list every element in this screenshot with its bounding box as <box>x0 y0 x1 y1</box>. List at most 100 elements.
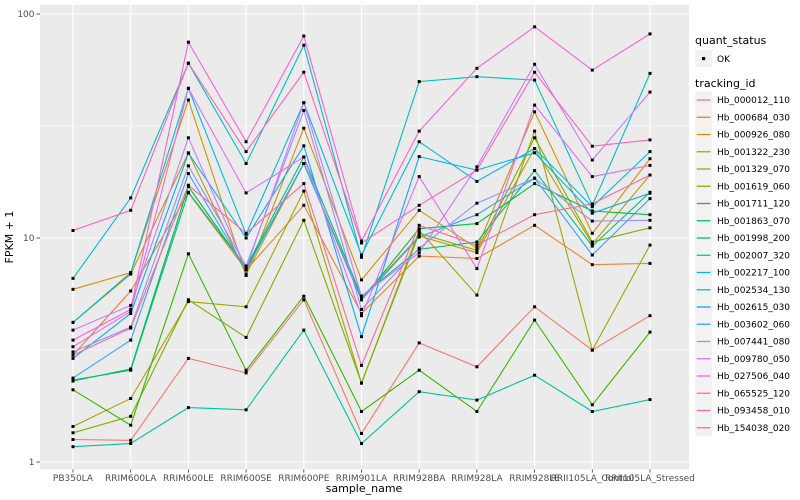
data-point <box>417 251 421 255</box>
data-point <box>360 314 363 318</box>
data-point <box>244 150 248 154</box>
data-point <box>302 70 306 74</box>
x-tick-label: RRIM928LA <box>451 474 503 484</box>
data-point <box>475 365 479 369</box>
data-point <box>186 86 190 90</box>
data-point <box>360 363 363 367</box>
data-point <box>533 147 537 150</box>
data-point <box>244 371 248 375</box>
data-point <box>71 350 75 354</box>
data-point <box>71 345 75 349</box>
legend-entry-label: Hb_027506_040 <box>717 372 790 382</box>
data-point <box>475 293 479 297</box>
data-point <box>648 226 652 230</box>
data-point <box>129 310 133 313</box>
data-point <box>302 43 306 47</box>
data-point <box>590 211 594 215</box>
y-tick-label: 10 <box>23 234 35 244</box>
data-point <box>475 66 479 70</box>
data-point <box>648 163 652 167</box>
data-point <box>417 341 421 345</box>
legend-entry-label: Hb_002615_030 <box>717 303 790 313</box>
legend-quant-ok-label: OK <box>717 55 731 65</box>
data-point <box>648 32 652 36</box>
legend-entry-label: Hb_002007_320 <box>717 251 790 261</box>
data-point <box>590 144 594 148</box>
legend-entry-label: Hb_065525_120 <box>717 389 790 399</box>
data-point <box>417 140 421 144</box>
data-point <box>475 251 479 255</box>
legend-entry-label: Hb_007441_080 <box>717 338 790 348</box>
data-point <box>590 209 594 213</box>
data-point <box>244 236 248 240</box>
legend-entry-label: Hb_154038_020 <box>717 424 790 434</box>
data-point <box>648 330 652 334</box>
data-point <box>417 390 421 394</box>
data-point <box>475 246 479 250</box>
legend-entry-label: Hb_003602_060 <box>717 320 790 330</box>
data-point <box>71 445 75 449</box>
data-point <box>302 203 306 207</box>
data-point <box>186 61 190 65</box>
data-point <box>475 240 479 244</box>
data-point <box>186 356 190 360</box>
data-point <box>475 75 479 79</box>
data-point <box>71 388 75 392</box>
data-point <box>590 202 594 206</box>
data-point <box>360 239 363 243</box>
legend-entry-label: Hb_002534_130 <box>717 286 790 296</box>
data-point <box>244 305 248 309</box>
data-point <box>417 175 421 179</box>
legend-entry-label: Hb_093458_010 <box>717 407 790 417</box>
data-point <box>360 381 363 385</box>
data-point <box>244 368 248 372</box>
data-point <box>533 176 537 180</box>
data-point <box>186 136 190 140</box>
legend-entries: Hb_000012_110 Hb_000684_030 Hb_000926_080 H… <box>695 91 790 437</box>
data-point <box>648 173 652 177</box>
data-point <box>71 376 75 380</box>
data-point <box>475 398 479 402</box>
data-point <box>186 40 190 44</box>
x-tick-label: PB350LA <box>53 474 94 484</box>
data-point <box>186 298 190 302</box>
data-point <box>648 261 652 265</box>
legend-entry-label: Hb_009780_050 <box>717 355 790 365</box>
data-point <box>417 368 421 372</box>
data-point <box>648 218 652 222</box>
data-point <box>590 205 594 209</box>
data-point <box>533 213 537 217</box>
data-point <box>302 189 306 193</box>
data-point <box>417 129 421 133</box>
data-point <box>360 241 363 245</box>
legend-entry-label: Hb_001322_230 <box>717 148 790 158</box>
data-point <box>417 223 421 227</box>
data-point <box>71 338 75 342</box>
data-point <box>648 150 652 154</box>
data-point <box>360 298 363 302</box>
data-point <box>417 203 421 207</box>
data-point <box>71 328 75 332</box>
legend-entry-label: Hb_000012_110 <box>717 96 790 106</box>
data-point <box>71 320 75 324</box>
x-tick-label: RRIM600PE <box>278 474 330 484</box>
data-point <box>475 168 479 172</box>
data-point <box>71 438 75 441</box>
data-point <box>360 335 363 339</box>
x-tick-label: RRIM901LA <box>336 474 388 484</box>
data-point <box>648 398 652 402</box>
data-point <box>302 218 306 222</box>
data-point <box>648 243 652 247</box>
data-point <box>186 164 190 168</box>
y-tick-label: 1 <box>29 458 35 468</box>
data-point <box>360 312 363 315</box>
data-point <box>129 208 133 212</box>
data-point <box>302 294 306 298</box>
data-point <box>475 165 479 169</box>
data-point <box>417 80 421 84</box>
axis-tick-labels: PB350LA RRIM600LA RRIM600LE RRIM600SE RRIM60… <box>17 10 695 484</box>
data-point <box>186 172 190 175</box>
data-point <box>302 34 306 38</box>
data-point <box>360 253 363 257</box>
